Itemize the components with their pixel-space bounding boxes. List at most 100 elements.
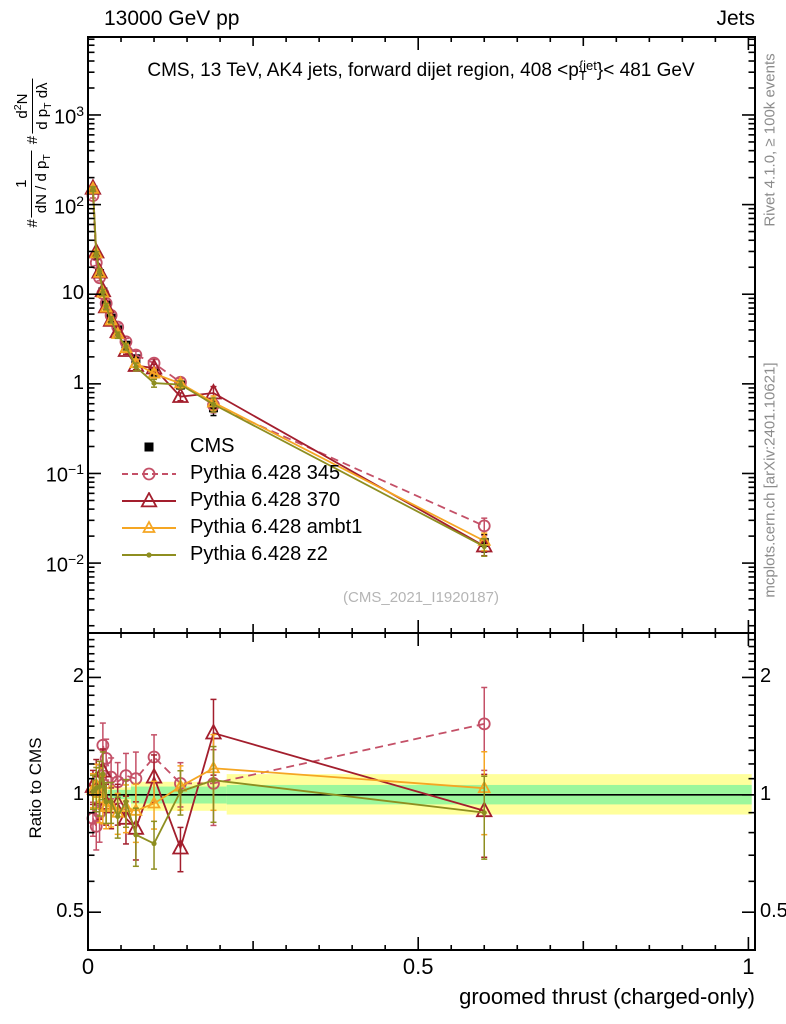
data-point-dot — [103, 799, 109, 805]
x-tick-label: 0 — [81, 954, 95, 979]
legend-marker-icon — [122, 491, 176, 507]
y-tick-label: 10−1 — [45, 461, 84, 488]
legend-marker-icon — [122, 551, 176, 558]
data-point-dot — [210, 777, 217, 783]
legend-item-label: Pythia 6.428 370 — [190, 489, 341, 511]
data-point-circle — [99, 751, 113, 765]
legend-item-label: Pythia 6.428 z2 — [190, 543, 328, 565]
ratio-tick-label-right: 0.5 — [760, 900, 786, 923]
legend-item-label: Pythia 6.428 ambt1 — [190, 516, 363, 538]
ratio-tick-label-left: 2 — [72, 665, 84, 688]
data-point-triangle-small — [147, 365, 161, 379]
y-axis-fraction-1: 1 dN / d pT — [13, 150, 53, 218]
ratio-uncertainty-bands — [88, 774, 755, 815]
legend-item-pythia-z2: Pythia 6.428 z2 — [120, 541, 362, 568]
pt-jet-supsub: {jet T — [578, 58, 597, 83]
legend-marker-icon — [122, 467, 176, 480]
data-point-triangle-small — [142, 519, 156, 533]
data-point-dot — [115, 813, 121, 820]
data-point-circle — [477, 519, 491, 533]
data-point-triangle — [102, 310, 120, 327]
data-point-triangle — [171, 386, 190, 403]
data-point-dot — [177, 382, 184, 388]
data-point-dot — [481, 543, 487, 550]
data-point-dot — [123, 799, 129, 805]
hash-symbol: # — [23, 219, 41, 228]
y-tick-label: 10 — [61, 282, 84, 305]
hash-symbol: # — [23, 135, 41, 145]
data-point-triangle-small — [147, 795, 161, 809]
analysis-group-label: Jets — [716, 7, 755, 30]
ratio-panel-frame — [87, 632, 756, 951]
legend: CMS Pythia 6.428 345 Pythia 6.428 370 Py… — [120, 433, 362, 568]
panel-frames — [87, 36, 756, 951]
data-point-circle — [477, 717, 491, 731]
plot-title-prefix: CMS, 13 TeV, AK4 jets, forward dijet reg… — [147, 60, 579, 81]
ratio-axis-label: Ratio to CMS — [26, 737, 45, 839]
axis-ticks — [87, 37, 755, 951]
legend-item-label: Pythia 6.428 345 — [190, 462, 341, 484]
mcplots-citation-note: mcplots.cern.ch [arXiv:2401.10621] — [761, 362, 779, 598]
data-point-dot — [90, 788, 96, 795]
data-point-triangle-small — [95, 284, 110, 298]
data-point-dot — [96, 783, 103, 790]
y-axis-fraction-2: d2N d pT dλ — [12, 78, 54, 134]
data-point-dot — [100, 289, 106, 295]
x-tick-label: 1 — [742, 954, 755, 979]
plot-title-subscript: T — [578, 68, 587, 83]
data-point-dot — [100, 771, 106, 777]
y-tick-label: 103 — [53, 102, 84, 129]
data-point-dot — [481, 810, 487, 816]
ratio-tick-label-right: 1 — [760, 782, 772, 805]
data-point-triangle-small — [119, 340, 133, 354]
ratio-series-pythia-6-428-345 — [86, 686, 491, 851]
data-point-dot — [210, 401, 217, 407]
data-point-dot — [93, 251, 99, 257]
data-point-dot — [103, 303, 109, 310]
data-point-dot — [151, 380, 157, 386]
y-tick-label: 10−2 — [45, 551, 84, 577]
beam-energy-label: 13000 GeV pp — [104, 7, 240, 30]
plot-title-suffix: }< 481 GeV — [596, 60, 695, 81]
rivet-version-note: Rivet 4.1.0, ≥ 100k events — [761, 53, 779, 227]
data-point-triangle — [140, 491, 158, 507]
legend-item-cms: CMS — [120, 433, 362, 460]
plot-title-superscript: {jet — [578, 58, 597, 74]
x-axis-label: groomed thrust (charged-only) — [459, 984, 755, 1009]
y-axis-label: #1 dN / d pT # d2N d pT dλ — [12, 78, 54, 229]
main-series-pythia-6-428-z2 — [89, 186, 488, 557]
ratio-tick-label-left: 0.5 — [56, 900, 84, 923]
x-tick-label: 0.5 — [402, 954, 434, 979]
data-point-dot — [151, 840, 157, 847]
data-point-dot — [123, 344, 129, 350]
y-tick-label: 1 — [72, 371, 84, 394]
data-point-dot — [146, 551, 152, 558]
y-tick-label: 102 — [53, 192, 84, 219]
legend-marker-icon — [122, 519, 176, 533]
data-point-dot — [133, 832, 139, 838]
data-point-triangle-small — [99, 299, 114, 313]
legend-marker-icon — [144, 442, 154, 451]
data-point-dot — [115, 332, 121, 338]
legend-item-label: CMS — [190, 435, 235, 457]
ratio-series-pythia-6-428-z2 — [89, 745, 488, 870]
data-point-circle — [89, 819, 103, 833]
data-point-dot — [96, 269, 103, 275]
data-point-triangle-small — [104, 312, 119, 326]
data-point-dot — [133, 364, 139, 370]
data-point-dot — [108, 317, 114, 323]
plot-title: CMS, 13 TeV, AK4 jets, forward dijet reg… — [147, 58, 695, 83]
data-point-dot — [177, 788, 184, 795]
watermark-analysis-id: (CMS_2021_I1920187) — [343, 589, 499, 606]
data-point-dot — [108, 799, 114, 805]
ratio-tick-label-right: 2 — [760, 665, 772, 688]
ratio-tick-label-left: 1 — [72, 782, 84, 805]
data-point-dot — [90, 186, 96, 192]
data-point-triangle — [171, 838, 190, 855]
data-point-circle — [142, 467, 156, 480]
legend-item-pythia-370: Pythia 6.428 370 — [120, 487, 362, 514]
legend-item-pythia-ambt1: Pythia 6.428 ambt1 — [120, 514, 362, 541]
legend-item-pythia-345: Pythia 6.428 345 — [120, 460, 362, 487]
